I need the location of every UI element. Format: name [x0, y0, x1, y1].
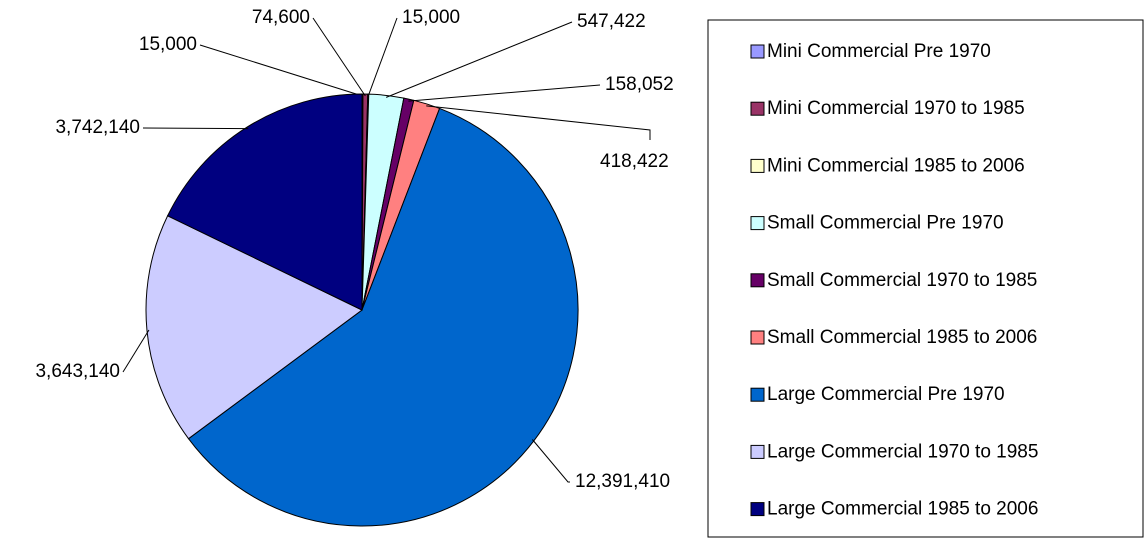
legend-box [707, 19, 1144, 538]
leader-line [122, 329, 150, 373]
legend-label: Large Commercial Pre 1970 [767, 384, 1005, 405]
data-label: 12,391,410 [575, 471, 670, 492]
legend-swatch [750, 101, 765, 116]
data-label: 3,742,140 [55, 117, 140, 138]
legend-label: Mini Commercial 1970 to 1985 [767, 98, 1025, 119]
leader-line [312, 17, 366, 97]
data-label: 3,643,140 [35, 361, 120, 382]
legend-swatch [750, 44, 765, 59]
legend-label: Mini Commercial Pre 1970 [767, 41, 991, 62]
leader-line [408, 84, 601, 102]
legend-swatch [750, 387, 765, 402]
data-label: 547,422 [577, 11, 646, 32]
legend-swatch [750, 502, 765, 517]
leader-line [531, 439, 570, 483]
leader-line [199, 44, 363, 97]
data-label: 15,000 [139, 34, 197, 55]
legend-label: Large Commercial 1970 to 1985 [767, 441, 1038, 462]
data-label: 158,052 [605, 74, 674, 95]
legend-swatch [750, 158, 765, 173]
pie-slice [145, 215, 363, 440]
legend-swatch [750, 444, 765, 459]
leader-line [426, 105, 651, 140]
leader-line [385, 21, 573, 98]
legend-label: Small Commercial 1985 to 2006 [767, 327, 1037, 348]
legend-label: Large Commercial 1985 to 2006 [767, 499, 1038, 520]
data-label: 15,000 [402, 7, 460, 28]
legend-swatch [750, 273, 765, 288]
legend-swatch [750, 330, 765, 345]
legend-swatch [750, 216, 765, 231]
legend-label: Small Commercial 1970 to 1985 [767, 270, 1037, 291]
legend-label: Small Commercial Pre 1970 [767, 213, 1004, 234]
leader-line [367, 17, 398, 97]
pie-slice [166, 93, 363, 311]
data-label: 74,600 [252, 7, 310, 28]
leader-line [142, 127, 249, 130]
legend-label: Mini Commercial 1985 to 2006 [767, 155, 1025, 176]
data-label: 418,422 [600, 151, 669, 172]
